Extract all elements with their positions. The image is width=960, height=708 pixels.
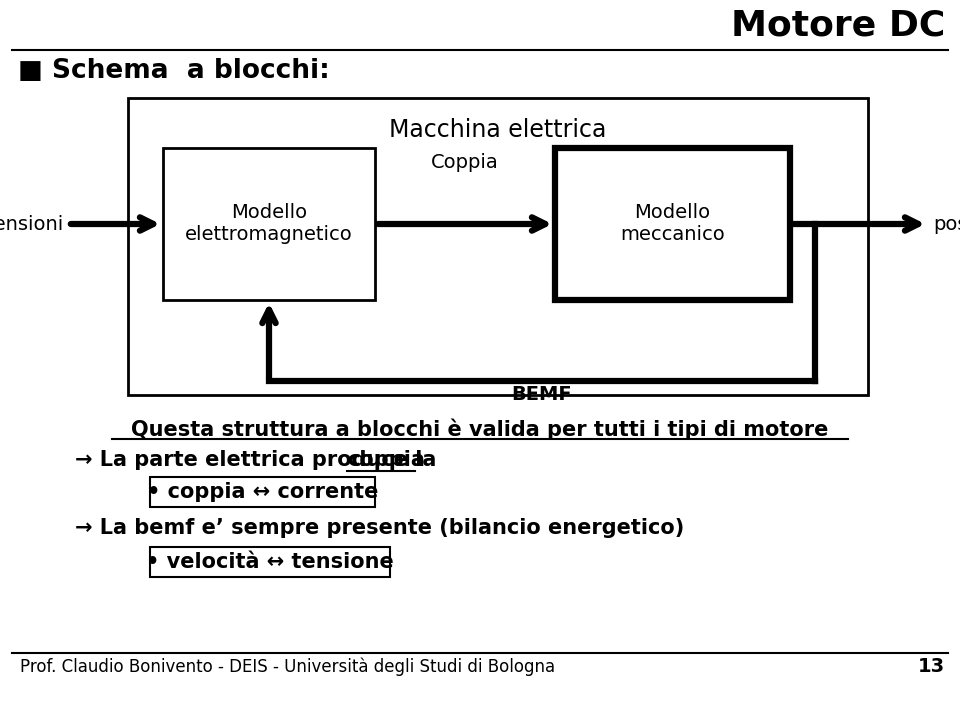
Text: Coppia: Coppia — [431, 153, 499, 172]
Text: 13: 13 — [918, 657, 945, 676]
Bar — [555, 148, 790, 300]
Text: • coppia ↔ corrente: • coppia ↔ corrente — [147, 482, 378, 502]
Text: Modello
elettromagnetico: Modello elettromagnetico — [185, 203, 353, 244]
Text: → La parte elettrica produce la: → La parte elettrica produce la — [75, 450, 444, 470]
Bar — [163, 148, 375, 300]
Text: pos/vel: pos/vel — [933, 215, 960, 234]
Bar — [150, 477, 375, 507]
Text: Modello
meccanico: Modello meccanico — [620, 203, 725, 244]
Text: → La bemf e’ sempre presente (bilancio energetico): → La bemf e’ sempre presente (bilancio e… — [75, 518, 684, 538]
Text: → La parte elettrica produce la coppia: → La parte elettrica produce la coppia — [75, 450, 521, 470]
Text: coppia: coppia — [347, 450, 425, 470]
Text: BEMF: BEMF — [512, 385, 572, 404]
Text: Questa struttura a blocchi è valida per tutti i tipi di motore: Questa struttura a blocchi è valida per … — [132, 418, 828, 440]
Text: Tensioni: Tensioni — [0, 215, 63, 234]
Text: Motore DC: Motore DC — [731, 8, 945, 42]
Text: • velocità ↔ tensione: • velocità ↔ tensione — [146, 552, 394, 572]
Text: Macchina elettrica: Macchina elettrica — [390, 118, 607, 142]
Text: Prof. Claudio Bonivento - DEIS - Università degli Studi di Bologna: Prof. Claudio Bonivento - DEIS - Univers… — [20, 657, 555, 675]
Bar — [128, 98, 868, 395]
Bar — [150, 547, 390, 577]
Text: ■ Schema  a blocchi:: ■ Schema a blocchi: — [18, 58, 329, 84]
